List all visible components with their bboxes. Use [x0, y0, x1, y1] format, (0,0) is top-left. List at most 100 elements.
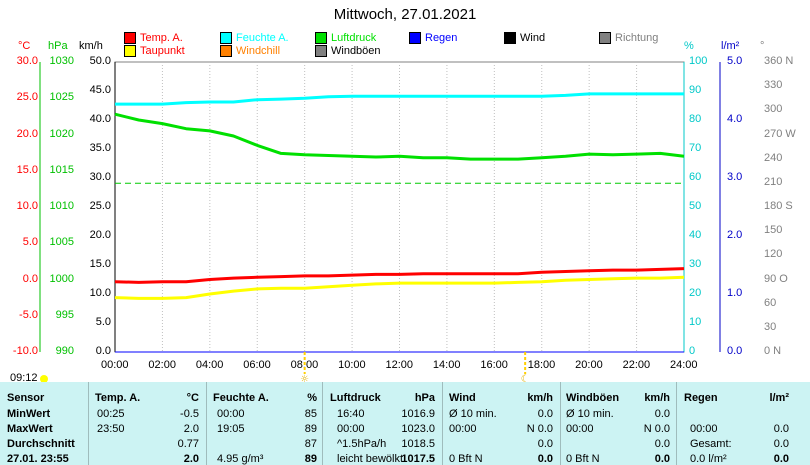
pressure-axis-header: hPa	[48, 40, 68, 52]
table-header: °C	[186, 392, 199, 404]
x-tick-label: 22:00	[622, 359, 651, 371]
table-header: km/h	[644, 392, 670, 404]
legend-label: Temp. A.	[140, 32, 183, 44]
legend-swatch	[599, 32, 611, 44]
table-cell: N 0.0	[643, 423, 670, 435]
table-header: Luftdruck	[330, 392, 381, 404]
pressure-tick-label: 1005	[49, 236, 74, 249]
legend-swatch	[315, 32, 327, 44]
wind-tick-label: 30.0	[89, 171, 111, 183]
rain-axis-header: l/m²	[721, 40, 740, 52]
legend-item: Richtung	[599, 32, 658, 44]
x-tick-label: 00:00	[101, 359, 129, 371]
table-cell: 00:00	[337, 423, 365, 435]
direction-tick-label: 30	[764, 320, 777, 333]
marker-icon: ☾	[521, 374, 530, 385]
legend-swatch	[504, 32, 516, 44]
legend-label: Wind	[520, 32, 546, 44]
x-tick-label: 14:00	[432, 359, 461, 371]
legend-label: Taupunkt	[140, 45, 185, 57]
table-cell: 1017.5	[401, 453, 435, 465]
temp-tick-label: 30.0	[16, 55, 38, 67]
table-cell: Ø 10 min.	[449, 408, 497, 420]
wind-tick-label: 15.0	[89, 258, 111, 270]
rain-tick-label: 5.0	[727, 55, 743, 67]
legend-swatch	[220, 32, 232, 44]
direction-tick-label: 150	[764, 224, 783, 237]
humidity-tick-label: 80	[689, 113, 702, 125]
wind-tick-label: 50.0	[89, 55, 111, 67]
table-cell: 1018.5	[401, 438, 435, 450]
table-cell: 23:50	[97, 423, 125, 435]
table-cell: Ø 10 min.	[566, 408, 614, 420]
table-cell: 89	[304, 423, 317, 435]
stats-table	[0, 382, 810, 465]
legend-item: Windböen	[315, 45, 381, 57]
humidity-tick-label: 100	[689, 55, 708, 67]
series-temp-a	[114, 267, 685, 284]
table-cell: 2.0	[183, 453, 199, 465]
pressure-tick-label: 1020	[49, 127, 74, 140]
pressure-tick-label: 1010	[49, 200, 74, 212]
rain-tick-label: 0.0	[727, 345, 743, 357]
table-cell: ^1.5hPa/h	[337, 438, 387, 450]
direction-tick-label: 240	[764, 151, 783, 164]
table-header: hPa	[414, 392, 435, 404]
sun-icon	[40, 375, 48, 383]
wind-tick-label: 0.0	[95, 345, 111, 357]
x-tick-label: 04:00	[195, 359, 224, 371]
direction-tick-label: 360 N	[764, 55, 794, 67]
humidity-tick-label: 40	[689, 229, 702, 241]
table-cell: 00:00	[217, 408, 245, 420]
series-feuchte-a	[115, 92, 684, 106]
table-header: Sensor	[7, 392, 45, 404]
wind-tick-label: 40.0	[89, 113, 111, 125]
rain-tick-label: 1.0	[727, 287, 743, 299]
temp-tick-label: 25.0	[16, 91, 38, 104]
chart-title: Mittwoch, 27.01.2021	[333, 6, 477, 23]
direction-tick-label: 270 W	[764, 127, 796, 140]
x-tick-label: 18:00	[527, 359, 556, 371]
wind-tick-label: 35.0	[89, 142, 111, 154]
direction-axis-header: °	[760, 40, 765, 52]
wind-tick-label: 10.0	[89, 287, 111, 299]
table-row-label: 27.01. 23:55	[7, 453, 69, 465]
rain-tick-label: 4.0	[727, 113, 743, 125]
temp-tick-label: 15.0	[16, 163, 38, 176]
table-cell: 87	[304, 438, 317, 450]
table-cell: 0.0	[654, 438, 670, 450]
direction-tick-label: 0 N	[764, 345, 782, 357]
humidity-tick-label: 0	[689, 345, 696, 357]
humidity-tick-label: 50	[689, 200, 702, 212]
legend-item: Windchill	[220, 45, 280, 57]
x-tick-label: 16:00	[480, 359, 508, 371]
wind-tick-label: 20.0	[89, 229, 111, 241]
series-luftdruck	[114, 112, 685, 161]
table-cell: Gesamt:	[690, 438, 732, 450]
table-cell: 1016.9	[401, 408, 435, 420]
table-cell: 0 Bft N	[566, 453, 600, 465]
table-header: Temp. A.	[95, 392, 141, 404]
table-cell: 0.0	[773, 453, 789, 465]
table-header: Wind	[449, 392, 476, 404]
humidity-tick-label: 20	[689, 287, 702, 299]
x-tick-label: 24:00	[670, 359, 698, 371]
legend-label: Richtung	[615, 32, 659, 44]
direction-tick-label: 210	[764, 175, 783, 188]
direction-tick-label: 180 S	[764, 200, 793, 212]
humidity-axis-header: %	[684, 40, 694, 52]
wind-axis-header: km/h	[79, 40, 103, 52]
direction-tick-label: 120	[764, 248, 783, 261]
table-cell: 00:00	[566, 423, 594, 435]
table-cell: 00:00	[449, 423, 477, 435]
wind-tick-label: 45.0	[89, 84, 111, 96]
legend-label: Feuchte A.	[236, 32, 289, 44]
wind-tick-label: 25.0	[89, 200, 111, 212]
table-cell: 0.77	[177, 438, 199, 450]
legend-label: Regen	[425, 32, 458, 44]
table-cell: 4.95 g/m³	[217, 453, 264, 465]
table-row-label: Durchschnitt	[7, 438, 75, 450]
temp-tick-label: 20.0	[16, 127, 38, 140]
pressure-tick-label: 1025	[49, 91, 74, 104]
legend-swatch	[409, 32, 421, 44]
